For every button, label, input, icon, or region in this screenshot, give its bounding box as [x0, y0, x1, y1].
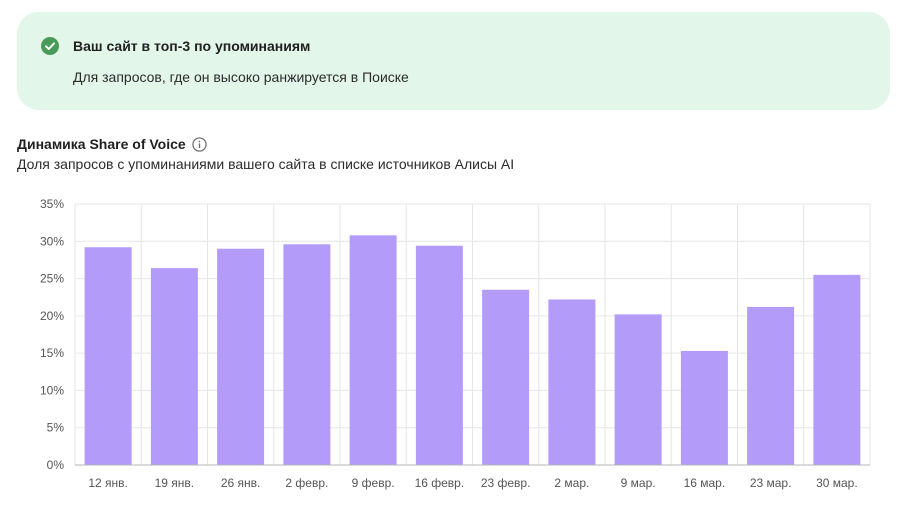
- bar: [680, 350, 728, 465]
- y-tick-label: 0%: [47, 458, 65, 472]
- x-tick-label: 23 мар.: [750, 476, 792, 490]
- bar: [217, 248, 265, 465]
- x-tick-label: 2 мар.: [554, 476, 589, 490]
- share-of-voice-chart: 0% 5% 10% 15% 20% 25% 30% 35% 12 янв. 19 янв. 26 я…: [40, 197, 871, 490]
- bar: [150, 268, 198, 465]
- bar: [349, 235, 397, 465]
- y-tick-label: 5%: [47, 421, 65, 435]
- y-tick-label: 10%: [40, 383, 64, 397]
- x-tick-label: 23 февр.: [481, 476, 531, 490]
- x-tick-label: 12 янв.: [88, 476, 128, 490]
- x-tick-label: 19 янв.: [155, 476, 195, 490]
- bar: [415, 245, 463, 465]
- bar: [614, 314, 662, 465]
- bar: [548, 299, 596, 465]
- x-tick-label: 16 мар.: [684, 476, 726, 490]
- x-tick-label: 9 мар.: [621, 476, 656, 490]
- status-banner: Ваш сайт в топ-3 по упоминаниям Для запр…: [17, 12, 890, 110]
- y-tick-label: 25%: [40, 272, 64, 286]
- chart-section-title: Динамика Share of Voice: [17, 136, 207, 152]
- info-icon[interactable]: [192, 136, 207, 152]
- chart-subtitle: Доля запросов с упоминаниями вашего сайт…: [17, 156, 515, 172]
- banner-subtitle: Для запросов, где он высоко ранжируется …: [73, 69, 409, 85]
- chart-title: Динамика Share of Voice: [17, 136, 186, 152]
- y-tick-label: 30%: [40, 234, 64, 248]
- bar: [84, 247, 132, 465]
- bar: [482, 289, 530, 465]
- x-tick-label: 26 янв.: [221, 476, 261, 490]
- bar: [813, 274, 861, 465]
- bar: [283, 244, 331, 465]
- x-tick-label: 2 февр.: [285, 476, 328, 490]
- x-tick-label: 9 февр.: [352, 476, 395, 490]
- check-circle-icon: [41, 37, 59, 55]
- y-tick-label: 20%: [40, 309, 64, 323]
- x-tick-label: 16 февр.: [415, 476, 465, 490]
- x-tick-label: 30 мар.: [816, 476, 858, 490]
- bar: [747, 306, 795, 465]
- y-tick-label: 15%: [40, 346, 64, 360]
- banner-title: Ваш сайт в топ-3 по упоминаниям: [73, 38, 311, 54]
- y-tick-label: 35%: [40, 197, 64, 211]
